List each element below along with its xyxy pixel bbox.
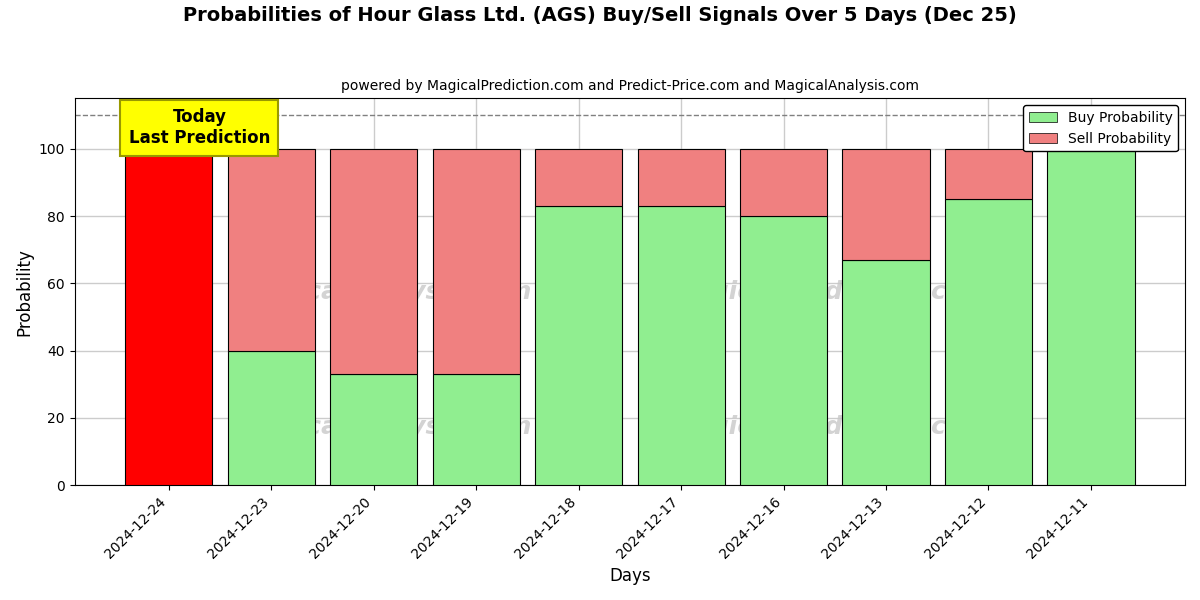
Text: MagicalAnalysis.com: MagicalAnalysis.com <box>239 415 533 439</box>
Bar <box>432 374 520 485</box>
Legend: Buy Probability, Sell Probability: Buy Probability, Sell Probability <box>1024 105 1178 151</box>
Bar <box>740 216 827 485</box>
Text: Today
Last Prediction: Today Last Prediction <box>128 109 270 147</box>
Text: MagicalPrediction.com: MagicalPrediction.com <box>670 280 990 304</box>
Bar <box>944 199 1032 485</box>
Bar <box>432 149 520 374</box>
Y-axis label: Probability: Probability <box>16 248 34 335</box>
Bar <box>535 206 622 485</box>
Bar <box>125 149 212 485</box>
Bar <box>740 149 827 216</box>
Bar <box>330 374 418 485</box>
Text: Probabilities of Hour Glass Ltd. (AGS) Buy/Sell Signals Over 5 Days (Dec 25): Probabilities of Hour Glass Ltd. (AGS) B… <box>184 6 1016 25</box>
Title: powered by MagicalPrediction.com and Predict-Price.com and MagicalAnalysis.com: powered by MagicalPrediction.com and Pre… <box>341 79 919 93</box>
Bar <box>330 149 418 374</box>
Bar <box>842 149 930 260</box>
Bar <box>637 149 725 206</box>
Bar <box>944 149 1032 199</box>
X-axis label: Days: Days <box>610 567 650 585</box>
Text: MagicalPrediction.com: MagicalPrediction.com <box>670 415 990 439</box>
Bar <box>842 260 930 485</box>
Bar <box>637 206 725 485</box>
Bar <box>228 149 314 350</box>
Bar <box>535 149 622 206</box>
Bar <box>228 350 314 485</box>
Text: MagicalAnalysis.com: MagicalAnalysis.com <box>239 280 533 304</box>
Bar <box>1048 149 1134 485</box>
